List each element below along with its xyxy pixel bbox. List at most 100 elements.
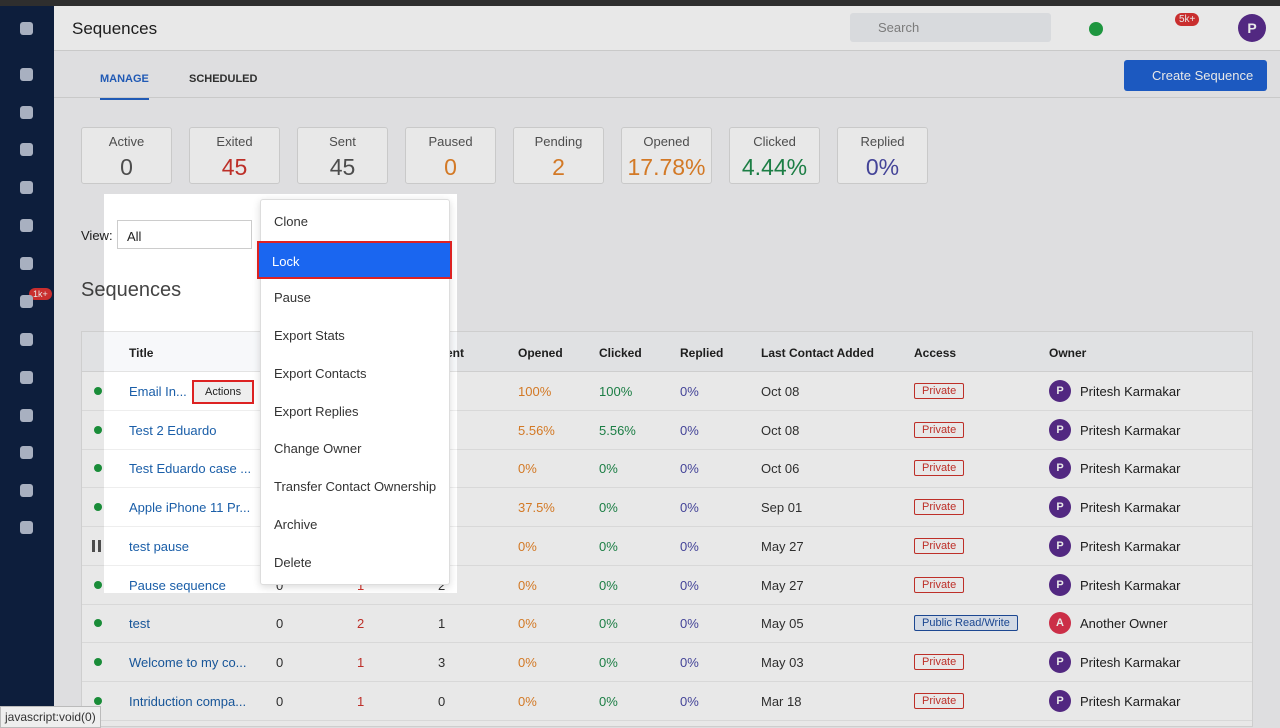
status-dot (94, 503, 102, 512)
owner-name: Pritesh Karmakar (1080, 693, 1181, 709)
actions-button[interactable]: Actions (192, 380, 255, 404)
menu-item[interactable]: Clone (274, 214, 308, 229)
row-title[interactable]: test pause (129, 538, 189, 554)
sidebar-icon[interactable] (20, 409, 33, 422)
cell-active: 0 (276, 616, 284, 632)
sidebar-icon[interactable] (20, 219, 33, 232)
cell-opened: 0% (518, 616, 537, 632)
access-tag: Private (914, 383, 965, 399)
cell-exited: 2 (357, 616, 365, 632)
cell-exited: 1 (357, 654, 365, 670)
cell-active: 0 (276, 693, 284, 709)
tab[interactable]: SCHEDULED (189, 73, 258, 85)
sidebar-icon[interactable] (20, 371, 33, 384)
table: Title Sent Opened Clicked Replied Last Contac… (81, 331, 1253, 727)
cell-clicked: 0% (599, 654, 618, 670)
notification-badge: 5k+ (1175, 13, 1200, 26)
cell-opened: 37.5% (518, 500, 555, 516)
search[interactable]: Search (850, 13, 1051, 42)
stat-card: Active 0 (81, 127, 172, 184)
menu-item[interactable]: Archive (274, 517, 318, 533)
sidebar-icon[interactable] (20, 257, 33, 270)
row-title[interactable]: Test Eduardo case ... (129, 461, 252, 477)
menu-item[interactable]: Delete (274, 555, 312, 571)
stat-label: Replied (860, 134, 905, 149)
create-button[interactable]: Create Sequence (1124, 60, 1267, 91)
status-dot (94, 696, 102, 705)
cell-clicked: 0% (599, 500, 618, 516)
table-row (82, 372, 1252, 411)
cell-active: 0 (276, 577, 284, 593)
menu-item[interactable]: Change Owner (274, 441, 362, 457)
owner-avatar: A (1049, 612, 1071, 635)
user-avatar[interactable]: P (1238, 14, 1266, 42)
table-row (82, 682, 1252, 721)
sidebar-icon[interactable] (20, 106, 33, 119)
menu-item[interactable]: Export Replies (274, 403, 359, 419)
table-row (82, 566, 1252, 605)
row-title[interactable]: test (129, 616, 150, 632)
stat-label: Active (108, 134, 145, 149)
column-header: Replied (680, 346, 724, 360)
view-select[interactable]: All (117, 220, 252, 249)
cell-opened: 0% (518, 577, 537, 593)
menu-item[interactable]: Transfer Contact Ownership (274, 479, 437, 495)
cell-opened: 0% (518, 461, 537, 477)
owner-name: Pritesh Karmakar (1080, 577, 1181, 593)
sidebar-icon[interactable] (20, 181, 33, 194)
stat-card: Exited 45 (189, 127, 280, 184)
cell-sent: 3 (438, 654, 446, 670)
cell-active: 0 (276, 654, 284, 670)
stat-value: 17.78% (627, 154, 706, 180)
sidebar-icon[interactable] (20, 333, 33, 346)
stat-label: Exited (216, 134, 253, 149)
owner-name: Pritesh Karmakar (1080, 384, 1181, 399)
cell-last: Oct 08 (761, 384, 800, 399)
stat-value: 45 (221, 154, 248, 180)
row-title[interactable]: Pause sequence (129, 577, 226, 593)
cell-last: May 03 (761, 654, 804, 670)
sidebar-icon[interactable] (20, 143, 33, 156)
menu-item[interactable]: Export Stats (274, 327, 345, 343)
stat-label: Opened (643, 134, 690, 149)
table-row (82, 488, 1252, 528)
cell-sent: 2 (438, 577, 446, 593)
sidebar-icon[interactable] (20, 521, 33, 534)
table-row (82, 527, 1252, 566)
menu-item[interactable]: Export Contacts (274, 365, 367, 381)
stat-label: Pending (534, 134, 583, 149)
sidebar-icon[interactable] (20, 446, 33, 459)
cell-replied: 0% (680, 654, 699, 670)
tab[interactable]: MANAGE (100, 73, 149, 100)
cell-opened: 0% (518, 693, 537, 709)
status-dot (94, 657, 102, 666)
row-title[interactable]: Email In... (129, 384, 187, 399)
cell-replied: 0% (680, 422, 699, 438)
row-title[interactable]: Test 2 Eduardo (129, 422, 217, 438)
status-dot (94, 580, 102, 589)
cell-sent: 0 (438, 693, 446, 709)
owner-name: Pritesh Karmakar (1080, 422, 1181, 438)
owner-avatar: P (1049, 418, 1071, 441)
sidebar-icon[interactable] (20, 484, 33, 497)
sidebar-icon[interactable] (20, 295, 33, 308)
row-title[interactable]: Apple iPhone 11 Pr... (129, 500, 251, 516)
access-tag: Private (914, 421, 965, 438)
cell-opened: 0% (518, 538, 537, 554)
menu-item[interactable]: Pause (274, 289, 311, 305)
table-row (82, 643, 1252, 682)
menu-item[interactable]: Lock (257, 240, 452, 279)
owner-name: Pritesh Karmakar (1080, 461, 1181, 477)
cell-clicked: 0% (599, 461, 618, 477)
sidebar-icon[interactable] (20, 68, 33, 81)
sidebar-icon[interactable] (20, 22, 33, 35)
stat-card: Pending 2 (513, 127, 604, 184)
actions-menu: Clone Lock Pause Export Stats Export Contact… (257, 199, 452, 585)
cell-last: May 27 (761, 577, 804, 593)
cell-clicked: 0% (599, 616, 618, 632)
row-title[interactable]: Welcome to my co... (129, 654, 247, 670)
stat-card: Sent 45 (297, 127, 388, 184)
row-title[interactable]: Intriduction compa... (129, 693, 247, 709)
owner-avatar: P (1049, 457, 1071, 480)
add-icon[interactable] (1089, 22, 1103, 36)
